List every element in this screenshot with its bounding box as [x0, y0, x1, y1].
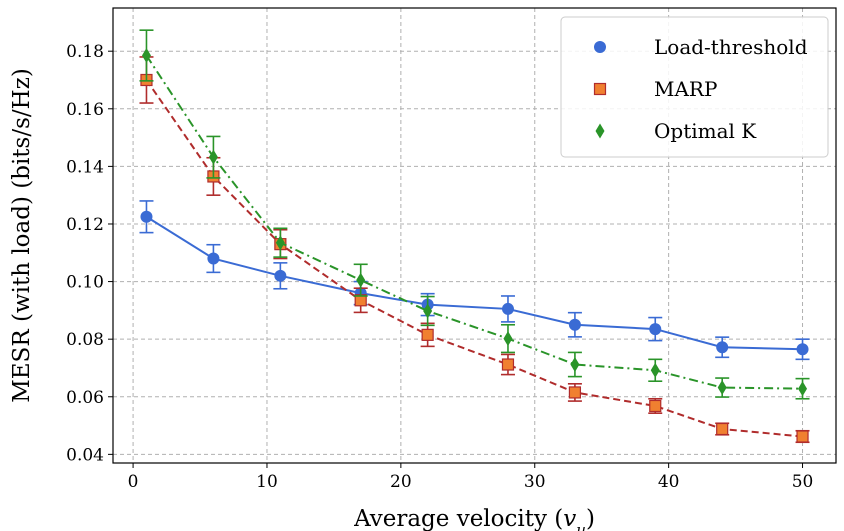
series-1: [139, 56, 810, 444]
data-point: [208, 149, 218, 165]
data-point: [356, 272, 366, 288]
ticks: 0 10 20 30 40 50 0.04 0.06 0.08 0.10 0.12 0.14 0.16 0…: [66, 42, 813, 492]
series-0: [139, 200, 810, 361]
x-tick-label: 40: [658, 472, 680, 492]
x-tick-label: 50: [792, 472, 814, 492]
legend-label: MARP: [654, 77, 717, 101]
data-point: [570, 357, 580, 373]
x-tick-label: 0: [128, 472, 139, 492]
legend-label: Optimal K: [654, 119, 757, 143]
plot-frame: [112, 7, 837, 464]
data-point: [501, 302, 514, 315]
legend-marker: [593, 82, 607, 96]
legend-marker: [595, 123, 605, 139]
x-tick-label: 30: [524, 472, 546, 492]
x-tick-label: 20: [390, 472, 412, 492]
data-point: [798, 381, 808, 397]
series-line: [145, 215, 803, 351]
series-layer: [139, 29, 810, 444]
y-tick-label: 0.04: [66, 445, 104, 465]
series-line: [145, 54, 803, 390]
data-point: [503, 331, 513, 347]
series-line: [145, 79, 803, 438]
legend-marker: [594, 41, 606, 53]
x-tick-label: 10: [256, 472, 278, 492]
y-tick-label: 0.10: [66, 273, 104, 293]
y-axis-title: MESR (with load) (bits/s/Hz): [9, 68, 35, 403]
data-point: [501, 358, 515, 371]
data-point: [140, 210, 153, 223]
y-tick-label: 0.14: [66, 157, 104, 177]
data-point: [796, 430, 809, 443]
data-point: [207, 252, 220, 265]
data-point: [421, 328, 434, 341]
data-point: [716, 422, 729, 436]
y-tick-label: 0.06: [66, 388, 104, 408]
y-tick-label: 0.12: [66, 215, 104, 235]
series-2: [139, 29, 810, 400]
data-point: [649, 323, 662, 336]
x-axis-title: Average velocity (vu): [353, 506, 595, 531]
y-tick-label: 0.16: [66, 100, 104, 120]
y-tick-label: 0.08: [66, 330, 104, 350]
data-point: [796, 343, 809, 356]
data-point: [568, 318, 581, 331]
data-point: [568, 386, 582, 399]
legend-label: Load-threshold: [654, 35, 808, 59]
data-point: [716, 341, 729, 354]
data-point: [274, 269, 287, 282]
y-tick-label: 0.18: [66, 42, 104, 62]
data-point: [141, 48, 151, 64]
data-point: [650, 362, 660, 378]
data-point: [423, 303, 433, 319]
legend: Load-threshold MARP Optimal K: [560, 16, 829, 158]
data-point: [717, 380, 727, 396]
legend-box: [560, 16, 829, 158]
data-point: [275, 235, 285, 251]
data-point: [649, 399, 662, 413]
